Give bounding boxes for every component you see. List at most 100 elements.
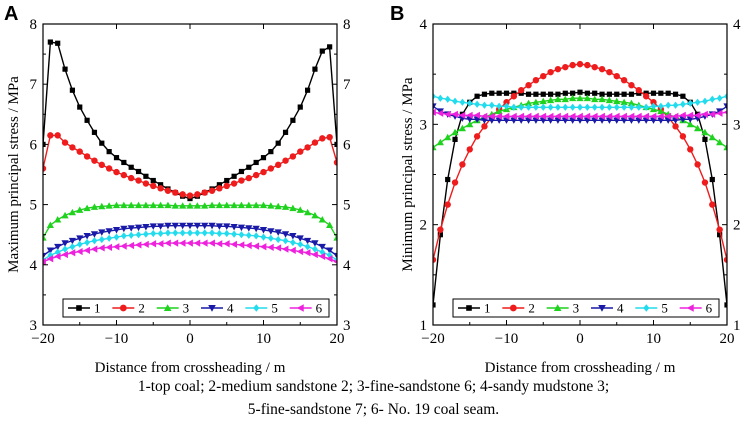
point-s1-6 (474, 93, 480, 99)
point-s1-18 (562, 90, 568, 96)
legend-label: 1 (94, 301, 101, 316)
point-s5-8 (98, 235, 105, 244)
point-s6-16 (157, 240, 164, 248)
point-s1-1 (437, 232, 443, 238)
point-s2-33 (672, 123, 679, 130)
point-s1-23 (599, 91, 605, 97)
point-s3-14 (532, 98, 540, 106)
y-tick-label-right: 4 (733, 17, 741, 33)
point-s1-29 (253, 159, 259, 166)
point-s4-0 (43, 252, 47, 260)
point-s2-31 (267, 165, 275, 172)
point-s5-19 (179, 229, 186, 237)
y-tick-label: 4 (420, 17, 428, 33)
point-s1-9 (496, 90, 502, 96)
point-s4-29 (252, 225, 260, 233)
point-s4-10 (112, 227, 121, 234)
point-s3-26 (230, 201, 238, 209)
point-s3-23 (598, 95, 606, 103)
y-tick-label-right: 3 (343, 318, 351, 334)
point-s6-24 (215, 240, 223, 248)
point-s5-10 (503, 102, 510, 110)
point-s4-11 (120, 225, 128, 233)
point-s2-0 (43, 165, 47, 172)
point-s2-12 (518, 87, 525, 94)
point-s3-27 (237, 201, 246, 209)
point-s2-28 (635, 87, 642, 94)
point-s6-5 (466, 111, 473, 119)
point-s6-7 (90, 245, 98, 253)
point-s4-31 (267, 228, 275, 235)
point-s6-25 (223, 240, 230, 248)
point-s2-9 (105, 165, 113, 172)
plot-frame (432, 23, 728, 326)
point-s6-16 (547, 112, 554, 120)
point-s6-40 (333, 259, 337, 264)
point-s2-6 (473, 133, 481, 140)
point-s2-23 (598, 65, 606, 73)
point-s1-34 (290, 117, 296, 123)
legend-label: 3 (183, 301, 190, 316)
point-s4-8 (98, 229, 106, 236)
point-s3-5 (76, 206, 84, 213)
point-s2-14 (532, 76, 540, 84)
caption-line-1: 1-top coal; 2-medium sandstone 2; 3-fine… (137, 378, 610, 395)
point-s6-0 (43, 258, 46, 266)
x-tick-label: −20 (421, 331, 444, 347)
point-s6-36 (694, 111, 701, 119)
point-s3-2 (54, 216, 62, 223)
legend-marker (643, 304, 650, 312)
y-tick-label: 4 (30, 258, 38, 274)
point-s3-18 (561, 95, 569, 103)
point-s4-6 (83, 233, 91, 240)
point-s3-11 (120, 201, 128, 209)
point-s3-16 (157, 201, 165, 209)
point-s4-18 (171, 222, 179, 230)
point-s2-16 (547, 68, 554, 76)
point-s2-12 (128, 174, 135, 182)
point-s2-32 (275, 161, 282, 169)
point-s1-7 (91, 129, 98, 135)
point-s6-4 (458, 111, 466, 119)
point-s3-26 (620, 98, 628, 106)
point-s1-37 (312, 66, 318, 72)
point-s1-39 (327, 44, 333, 50)
point-s1-15 (150, 177, 156, 184)
point-s1-3 (452, 136, 458, 142)
point-s6-21 (193, 239, 201, 247)
point-s3-10 (112, 201, 121, 209)
point-s4-2 (54, 243, 62, 251)
point-s3-31 (267, 202, 275, 209)
point-s4-24 (215, 223, 223, 230)
legend-marker (76, 305, 82, 311)
point-s5-1 (47, 251, 54, 259)
point-s6-18 (171, 239, 179, 247)
x-tick-label: 10 (256, 331, 271, 347)
point-s2-29 (642, 93, 650, 100)
point-s1-6 (84, 117, 90, 123)
point-s2-35 (297, 148, 304, 155)
point-s6-1 (436, 109, 444, 117)
point-s2-7 (91, 157, 98, 164)
point-s4-28 (245, 225, 253, 232)
x-tick-label: −10 (105, 331, 128, 347)
point-s6-31 (657, 112, 664, 120)
series-2 (43, 132, 337, 199)
point-s4-39 (326, 247, 334, 254)
point-s1-32 (275, 140, 281, 146)
point-s5-31 (657, 102, 664, 110)
legend-marker (296, 304, 304, 312)
point-s1-8 (489, 90, 495, 96)
point-s5-26 (231, 230, 237, 238)
point-s4-15 (149, 223, 157, 230)
point-s1-27 (628, 91, 635, 97)
point-s1-30 (260, 155, 267, 161)
caption-line-2: 5-fine-sandstone 7; 6- No. 19 coal seam. (247, 401, 500, 418)
panel-letter-B: B (390, 3, 404, 25)
point-s5-27 (628, 103, 635, 111)
x-tick-label: 20 (720, 331, 735, 347)
point-s6-25 (613, 112, 620, 120)
point-s6-8 (98, 244, 105, 252)
point-s2-2 (54, 132, 61, 139)
